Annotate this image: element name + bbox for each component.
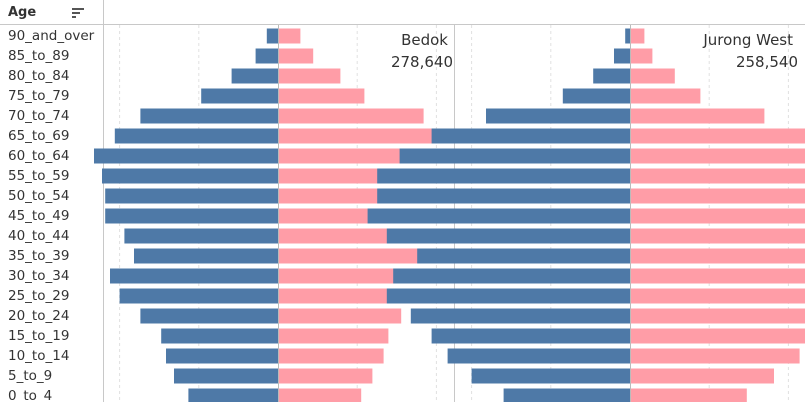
bar-bedok-male-45_to_49[interactable] xyxy=(105,208,278,224)
bar-jurong-west-male-55_to_59[interactable] xyxy=(377,168,630,184)
bar-bedok-female-5_to_9[interactable] xyxy=(278,368,373,384)
bar-bedok-male-80_to_84[interactable] xyxy=(231,68,278,84)
bar-jurong-west-female-80_to_84[interactable] xyxy=(630,68,675,84)
bar-bedok-male-75_to_79[interactable] xyxy=(201,88,278,104)
bar-bedok-female-35_to_39[interactable] xyxy=(278,248,434,264)
bar-bedok-female-80_to_84[interactable] xyxy=(278,68,341,84)
bar-bedok-male-35_to_39[interactable] xyxy=(134,248,278,264)
bar-jurong-west-female-75_to_79[interactable] xyxy=(630,88,701,104)
age-label-45_to_49: 45_to_49 xyxy=(8,208,69,224)
bar-jurong-west-female-70_to_74[interactable] xyxy=(630,108,765,124)
bar-bedok-male-15_to_19[interactable] xyxy=(161,328,278,344)
bar-jurong-west-female-65_to_69[interactable] xyxy=(630,128,805,144)
bar-jurong-west-female-10_to_14[interactable] xyxy=(630,348,800,364)
bar-jurong-west-female-35_to_39[interactable] xyxy=(630,248,805,264)
bar-jurong-west-female-25_to_29[interactable] xyxy=(630,288,805,304)
bar-jurong-west-male-30_to_34[interactable] xyxy=(393,268,630,284)
bar-jurong-west-female-45_to_49[interactable] xyxy=(630,208,805,224)
bar-jurong-west-male-25_to_29[interactable] xyxy=(386,288,630,304)
bar-jurong-west-male-15_to_19[interactable] xyxy=(431,328,630,344)
panel-name-0: Bedok xyxy=(401,31,448,49)
bar-jurong-west-male-70_to_74[interactable] xyxy=(486,108,630,124)
age-label-25_to_29: 25_to_29 xyxy=(8,288,69,304)
bar-jurong-west-female-85_to_89[interactable] xyxy=(630,48,653,64)
age-label-60_to_64: 60_to_64 xyxy=(8,148,69,164)
age-label-65_to_69: 65_to_69 xyxy=(8,128,69,144)
bar-bedok-male-25_to_29[interactable] xyxy=(119,288,278,304)
bar-bedok-male-40_to_44[interactable] xyxy=(124,228,279,244)
panel-total-1: 258,540 xyxy=(736,53,798,71)
bar-bedok-male-5_to_9[interactable] xyxy=(174,368,278,384)
bar-bedok-female-0_to_4[interactable] xyxy=(278,388,362,402)
age-label-90_and_over: 90_and_over xyxy=(8,28,95,44)
bar-jurong-west-male-40_to_44[interactable] xyxy=(386,228,630,244)
bar-bedok-male-50_to_54[interactable] xyxy=(105,188,278,204)
age-label-50_to_54: 50_to_54 xyxy=(8,188,69,204)
bar-bedok-male-90_and_over[interactable] xyxy=(266,28,278,44)
bar-bedok-male-55_to_59[interactable] xyxy=(102,168,278,184)
bar-jurong-west-male-0_to_4[interactable] xyxy=(503,388,630,402)
bar-jurong-west-male-50_to_54[interactable] xyxy=(377,188,630,204)
age-label-55_to_59: 55_to_59 xyxy=(8,168,69,184)
bar-jurong-west-male-5_to_9[interactable] xyxy=(471,368,630,384)
bar-bedok-female-85_to_89[interactable] xyxy=(278,48,314,64)
age-label-15_to_19: 15_to_19 xyxy=(8,328,69,344)
age-label-5_to_9: 5_to_9 xyxy=(8,368,52,384)
bar-jurong-west-female-50_to_54[interactable] xyxy=(630,188,805,204)
sort-descending-icon[interactable] xyxy=(72,8,86,20)
bar-jurong-west-female-0_to_4[interactable] xyxy=(630,388,747,402)
bar-jurong-west-female-55_to_59[interactable] xyxy=(630,168,805,184)
bar-jurong-west-male-80_to_84[interactable] xyxy=(593,68,630,84)
bar-jurong-west-male-35_to_39[interactable] xyxy=(417,248,630,264)
bar-bedok-female-15_to_19[interactable] xyxy=(278,328,389,344)
age-label-0_to_4: 0_to_4 xyxy=(8,388,52,402)
bar-bedok-female-10_to_14[interactable] xyxy=(278,348,384,364)
bar-jurong-west-female-20_to_24[interactable] xyxy=(630,308,805,324)
age-label-35_to_39: 35_to_39 xyxy=(8,248,69,264)
bar-jurong-west-female-40_to_44[interactable] xyxy=(630,228,805,244)
bar-jurong-west-male-90_and_over[interactable] xyxy=(625,28,630,44)
bar-jurong-west-male-60_to_64[interactable] xyxy=(399,148,630,164)
bar-jurong-west-male-10_to_14[interactable] xyxy=(447,348,630,364)
bar-jurong-west-male-85_to_89[interactable] xyxy=(614,48,630,64)
age-label-20_to_24: 20_to_24 xyxy=(8,308,69,324)
bar-jurong-west-male-75_to_79[interactable] xyxy=(562,88,630,104)
age-label-75_to_79: 75_to_79 xyxy=(8,88,69,104)
bar-bedok-male-0_to_4[interactable] xyxy=(188,388,278,402)
bar-jurong-west-male-45_to_49[interactable] xyxy=(367,208,630,224)
bar-jurong-west-female-60_to_64[interactable] xyxy=(630,148,805,164)
bar-jurong-west-male-65_to_69[interactable] xyxy=(431,128,630,144)
panel-name-1: Jurong West xyxy=(702,31,793,49)
panel-total-0: 278,640 xyxy=(391,53,453,71)
bar-bedok-male-60_to_64[interactable] xyxy=(94,148,278,164)
age-label-10_to_14: 10_to_14 xyxy=(8,348,69,364)
bar-bedok-female-20_to_24[interactable] xyxy=(278,308,402,324)
bar-bedok-female-70_to_74[interactable] xyxy=(278,108,424,124)
bar-jurong-west-female-30_to_34[interactable] xyxy=(630,268,805,284)
age-label-80_to_84: 80_to_84 xyxy=(8,68,69,84)
age-header: Age xyxy=(8,5,37,20)
bar-bedok-male-10_to_14[interactable] xyxy=(166,348,278,364)
age-label-40_to_44: 40_to_44 xyxy=(8,228,69,244)
age-label-30_to_34: 30_to_34 xyxy=(8,268,69,284)
bar-jurong-west-female-15_to_19[interactable] xyxy=(630,328,805,344)
age-label-70_to_74: 70_to_74 xyxy=(8,108,69,124)
bar-bedok-male-85_to_89[interactable] xyxy=(255,48,278,64)
bar-bedok-male-30_to_34[interactable] xyxy=(110,268,278,284)
bar-bedok-male-65_to_69[interactable] xyxy=(114,128,278,144)
bar-bedok-female-65_to_69[interactable] xyxy=(278,128,450,144)
bar-bedok-male-70_to_74[interactable] xyxy=(140,108,278,124)
bar-bedok-female-75_to_79[interactable] xyxy=(278,88,365,104)
age-label-85_to_89: 85_to_89 xyxy=(8,48,69,64)
bar-bedok-male-20_to_24[interactable] xyxy=(140,308,278,324)
bar-jurong-west-male-20_to_24[interactable] xyxy=(410,308,630,324)
bar-jurong-west-female-5_to_9[interactable] xyxy=(630,368,774,384)
bar-bedok-female-90_and_over[interactable] xyxy=(278,28,301,44)
bar-jurong-west-female-90_and_over[interactable] xyxy=(630,28,645,44)
